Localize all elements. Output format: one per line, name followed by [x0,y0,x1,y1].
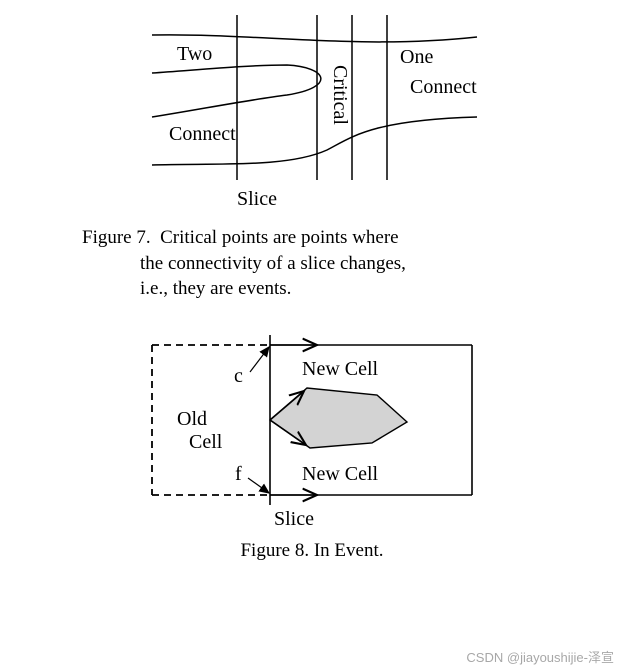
figure8-container: c f Old Cell New Cell New Cell Slice [0,330,624,530]
label-old2: Cell [189,431,223,453]
label-newcell-top: New Cell [302,358,379,380]
label-two: Two [177,43,212,65]
obstacle-shape [270,388,407,448]
label-one: One [400,46,433,68]
label-slice2: Slice [274,508,314,530]
figure8-svg: c f Old Cell New Cell New Cell Slice [112,330,512,530]
fig7-cap-line2: the connectivity of a slice changes, [40,251,584,277]
fig7-prefix: Figure 7. [82,227,151,248]
label-f: f [235,463,242,485]
label-connect-left: Connect [169,123,236,145]
pointer-f [248,478,269,493]
fig7-cap-line1: Critical points are points where [160,227,399,248]
figure8-caption: Figure 8. In Event. [0,540,624,562]
figure7-caption: Figure 7. Critical points are points whe… [0,225,624,302]
figure7-svg: Two Connect Critical One Connect Slice [122,0,502,225]
label-critical: Critical [329,65,351,125]
label-connect-right: Connect [410,76,477,98]
pointer-c [250,347,269,372]
fig7-cap-line3: i.e., they are events. [40,276,584,302]
label-slice: Slice [237,188,277,210]
label-c: c [234,365,243,387]
watermark: CSDN @jiayoushijie-泽宣 [466,647,614,666]
label-old1: Old [177,408,207,430]
curve-top [152,35,477,42]
figure7-container: Two Connect Critical One Connect Slice [0,0,624,225]
label-newcell-bottom: New Cell [302,463,379,485]
